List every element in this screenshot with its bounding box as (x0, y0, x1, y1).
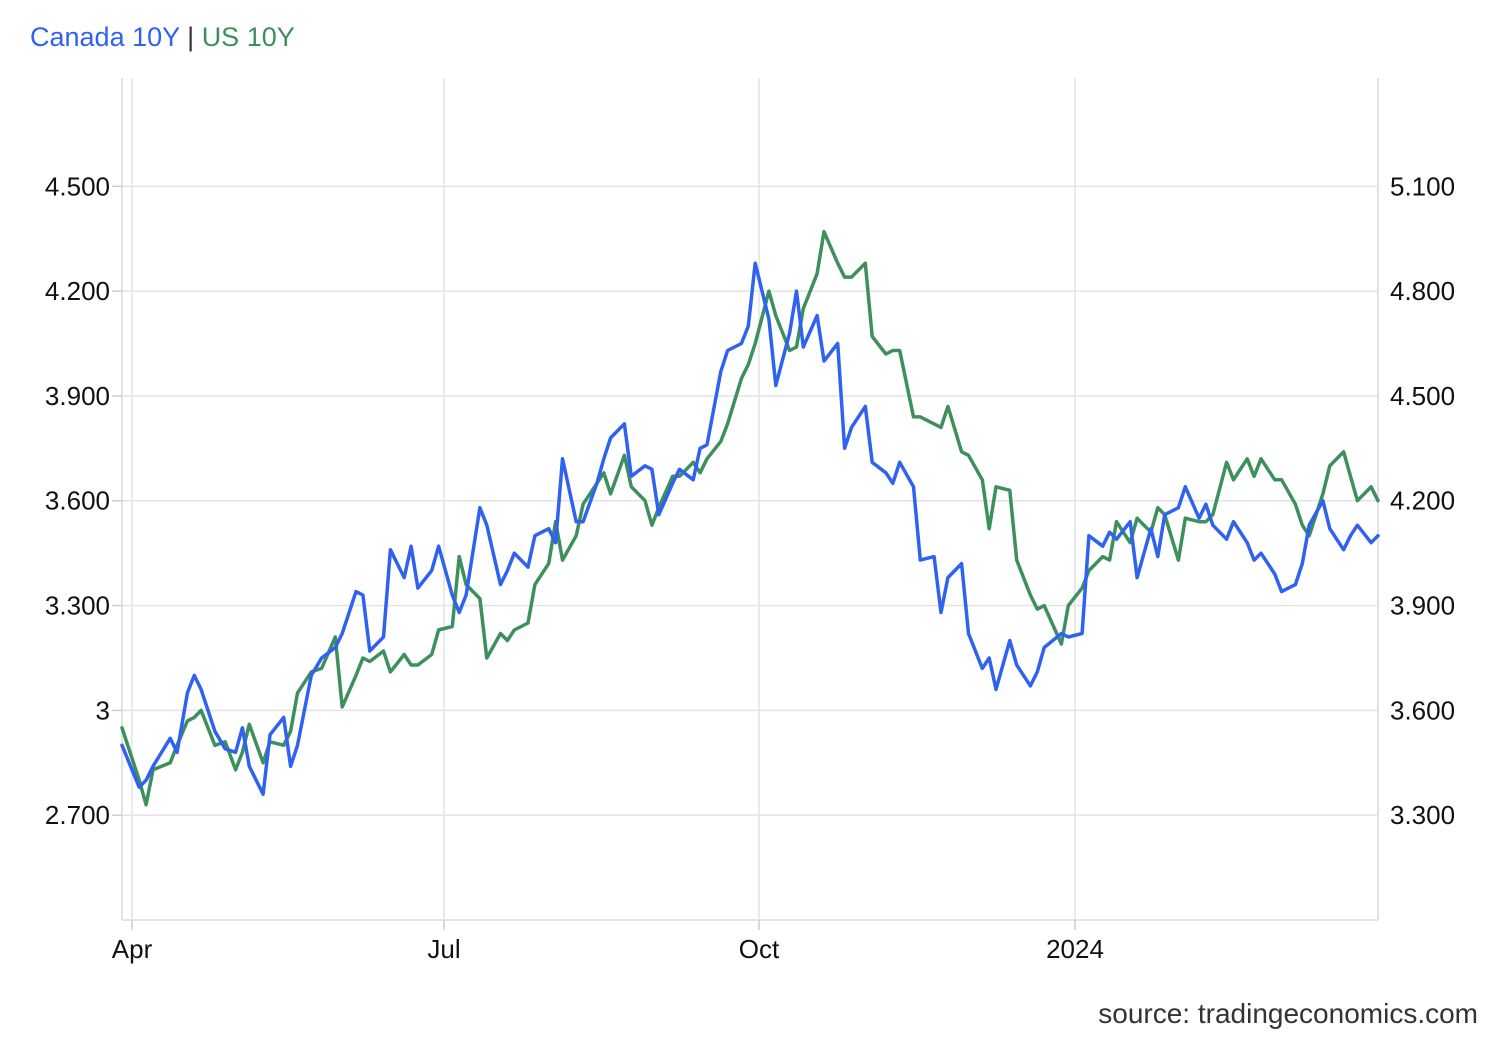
legend-canada-10y[interactable]: Canada 10Y (30, 22, 180, 52)
right-tick-label: 3.600 (1390, 695, 1455, 725)
right-tick-label: 4.200 (1390, 486, 1455, 516)
right-tick-label: 4.800 (1390, 276, 1455, 306)
series-line-us-10y[interactable] (120, 229, 1380, 807)
left-tick-label: 3.300 (45, 591, 110, 621)
legend-us-10y[interactable]: US 10Y (201, 22, 295, 52)
x-tick-label: Oct (739, 934, 780, 964)
legend-separator: | (187, 22, 195, 52)
right-tick-label: 3.300 (1390, 800, 1455, 830)
chart-title: Canada 10Y | US 10Y (30, 22, 295, 53)
left-tick-label: 3.600 (45, 486, 110, 516)
right-tick-label: 3.900 (1390, 591, 1455, 621)
gridlines (121, 78, 1379, 921)
left-tick-label: 3.900 (45, 381, 110, 411)
left-tick-label: 4.200 (45, 276, 110, 306)
x-tick-label: 2024 (1046, 934, 1104, 964)
series-lines (120, 229, 1380, 807)
x-axis: Apr Jul Oct 2024 (112, 920, 1104, 964)
right-tick-label: 4.500 (1390, 381, 1455, 411)
x-tick-label: Jul (427, 934, 460, 964)
series-line-canada-10y[interactable] (120, 261, 1380, 796)
left-tick-label: 3 (96, 695, 110, 725)
right-axis: 3.300 3.600 3.900 4.200 4.500 4.800 5.100 (1390, 171, 1455, 830)
left-axis: 2.700 3 3.300 3.600 3.900 4.200 4.500 (45, 171, 122, 830)
left-tick-label: 4.500 (45, 171, 110, 201)
source-credit[interactable]: source: tradingeconomics.com (1098, 998, 1478, 1029)
x-tick-label: Apr (112, 934, 153, 964)
right-tick-label: 5.100 (1390, 171, 1455, 201)
left-tick-label: 2.700 (45, 800, 110, 830)
